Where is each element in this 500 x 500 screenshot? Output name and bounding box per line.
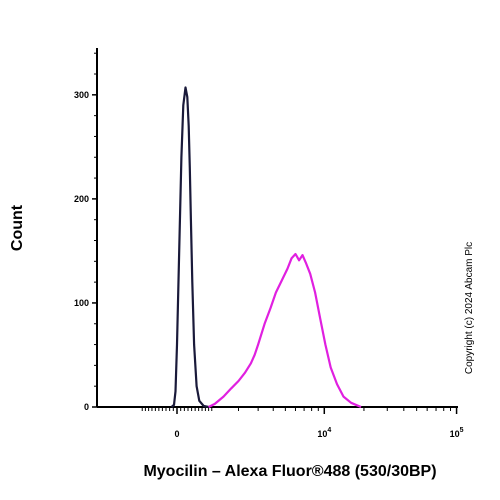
y-tick-label: 100 (74, 298, 89, 308)
y-tick-label: 300 (74, 90, 89, 100)
copyright-watermark: Copyright (c) 2024 Abcam Plc (464, 242, 475, 374)
series-layer (170, 86, 362, 409)
histogram-series-2 (208, 252, 362, 409)
x-tick-label: 105 (450, 427, 464, 439)
plot-frame (96, 48, 458, 408)
y-tick-label: 200 (74, 194, 89, 204)
x-tick-label: 0 (174, 429, 179, 439)
histogram-series-1 (170, 86, 209, 409)
x-tick-label: 104 (317, 427, 331, 439)
y-tick-label: 0 (84, 402, 89, 412)
y-ticks: 0 100 200 300 (74, 52, 97, 412)
x-ticks: 0104105106 (141, 407, 464, 439)
y-axis-title: Count (9, 204, 26, 251)
x-axis-title: Myocilin – Alexa Fluor®488 (530/30BP) (143, 463, 436, 480)
